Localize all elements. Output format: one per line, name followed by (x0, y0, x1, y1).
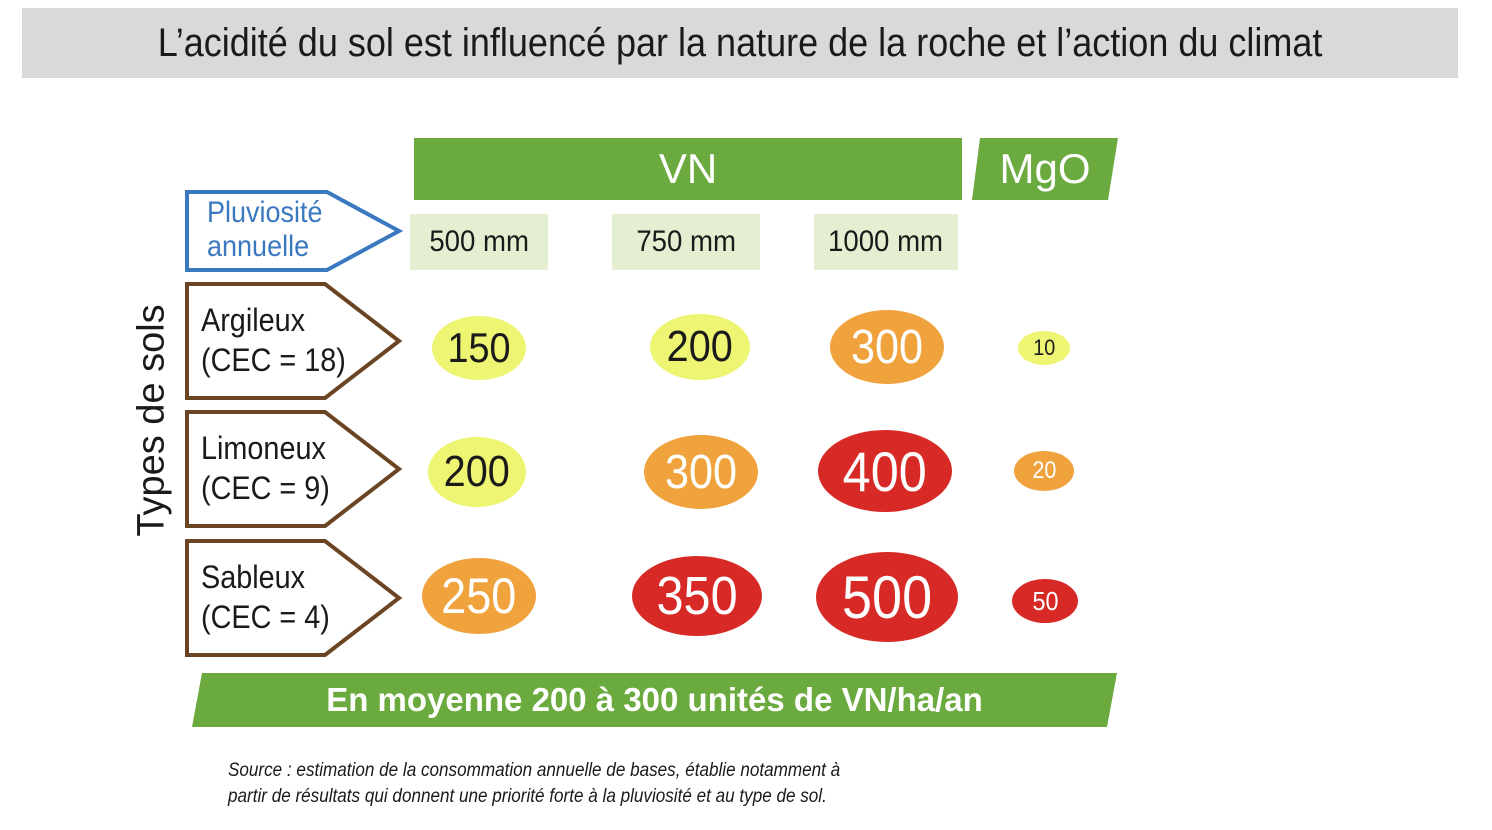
vn-value-sableux-750: 350 (632, 556, 762, 636)
pluviosite-arrow-shape (185, 190, 403, 272)
mgo-value-argileux: 10 (1018, 331, 1070, 365)
average-banner: En moyenne 200 à 300 unités de VN/ha/an (192, 673, 1117, 727)
row-arrow-shape (185, 539, 403, 657)
vn-value-argileux-1000: 300 (830, 310, 944, 384)
soil-name: Argileux (201, 302, 306, 338)
column-header-500: 500 mm (410, 214, 548, 270)
column-header-750: 750 mm (612, 214, 760, 270)
row-label-limoneux: Limoneux (CEC = 9) (185, 410, 403, 528)
mgo-header-label: MgO (999, 145, 1091, 192)
page-title: L’acidité du sol est influencé par la na… (157, 20, 1323, 65)
source-note: Source : estimation de la consommation a… (228, 760, 841, 807)
vn-value-argileux-750: 200 (650, 314, 750, 380)
average-banner-label: En moyenne 200 à 300 unités de VN/ha/an (326, 681, 983, 718)
average-banner-shape (192, 673, 1117, 727)
soil-types-axis-label: Types de sols (130, 303, 173, 537)
vn-value-limoneux-1000: 400 (818, 430, 952, 512)
soil-cec: (CEC = 4) (201, 599, 330, 635)
vn-value-limoneux-500: 200 (428, 437, 526, 507)
row-arrow-shape (185, 282, 403, 400)
mgo-header: MgO (972, 138, 1118, 200)
vn-value-argileux-500: 150 (432, 316, 526, 380)
vn-value-limoneux-750: 300 (644, 435, 758, 509)
pluviosite-label: Pluviosité annuelle (207, 196, 323, 263)
row-arrow-shape (185, 410, 403, 528)
vn-header: VN (414, 138, 962, 200)
vn-header-label: VN (658, 145, 718, 192)
pluviosite-arrow: Pluviosité annuelle (185, 190, 403, 272)
mgo-value-limoneux: 20 (1014, 451, 1074, 491)
row-label-argileux: Argileux (CEC = 18) (185, 282, 403, 400)
vn-value-sableux-500: 250 (422, 558, 536, 634)
soil-name: Limoneux (201, 430, 326, 466)
row-label-sableux: Sableux (CEC = 4) (185, 539, 403, 657)
soil-cec: (CEC = 18) (201, 342, 346, 378)
title-bar: L’acidité du sol est influencé par la na… (22, 8, 1458, 78)
mgo-header-shape (972, 138, 1118, 200)
vn-header-shape (414, 138, 962, 200)
mgo-value-sableux: 50 (1012, 579, 1078, 623)
column-header-1000: 1000 mm (814, 214, 958, 270)
soil-cec: (CEC = 9) (201, 470, 330, 506)
soil-name: Sableux (201, 559, 306, 595)
vn-value-sableux-1000: 500 (816, 552, 958, 642)
